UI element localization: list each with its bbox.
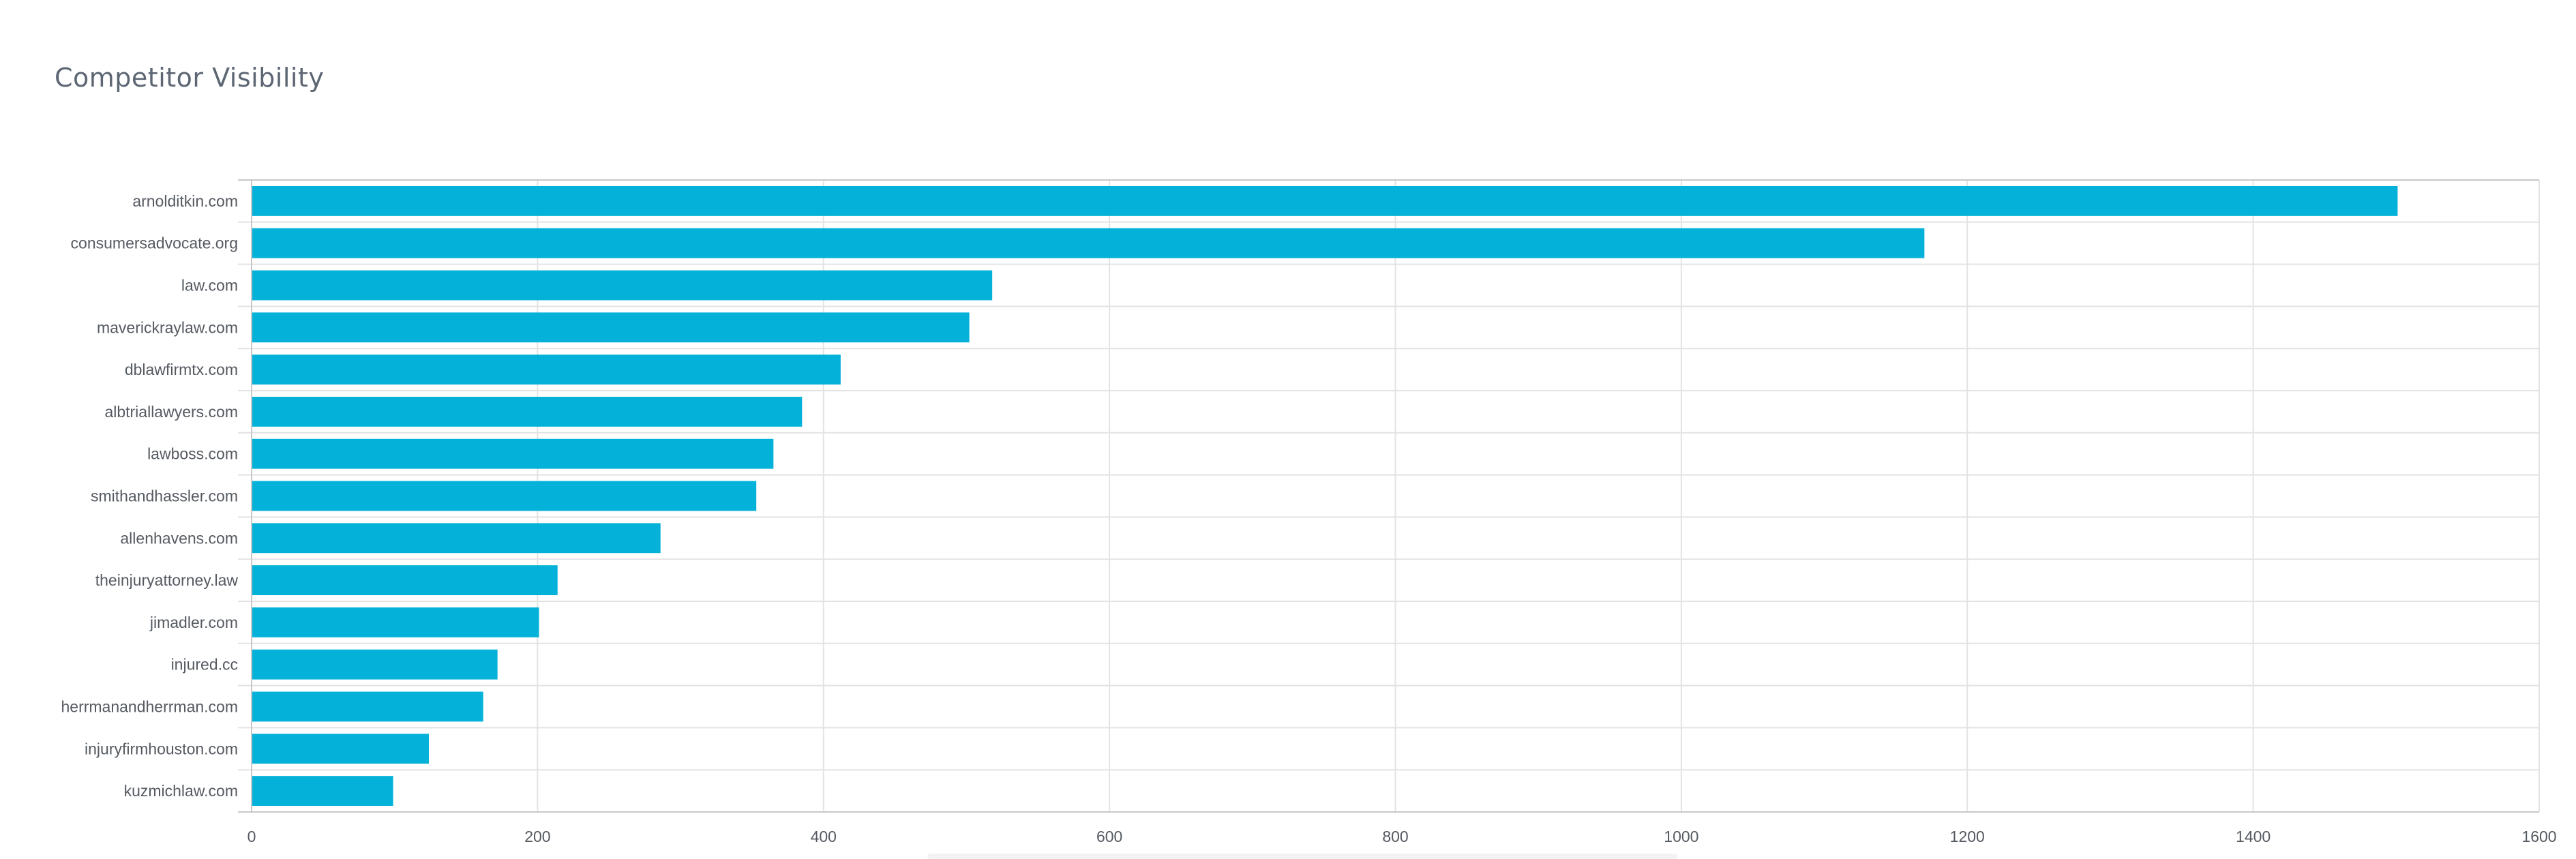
category-label: theinjuryattorney.law (95, 571, 239, 589)
bar (252, 649, 498, 680)
x-tick-label: 800 (1382, 828, 1408, 845)
x-tick-label: 400 (811, 828, 837, 845)
bar (252, 228, 1925, 258)
category-label: kuzmichlaw.com (124, 782, 238, 800)
category-label: injuryfirmhouston.com (85, 740, 238, 757)
category-label: dblawfirmtx.com (125, 361, 238, 378)
category-label: consumersadvocate.org (71, 235, 238, 252)
x-tick-label: 0 (248, 828, 256, 845)
category-label: herrmanandherrman.com (61, 698, 238, 716)
category-label: lawboss.com (147, 445, 238, 463)
bar (252, 734, 430, 764)
category-label: maverickraylaw.com (97, 318, 238, 336)
category-label: smithandhassler.com (91, 487, 238, 505)
bar (252, 270, 993, 301)
bar (252, 523, 661, 554)
bar (252, 776, 393, 807)
bar (252, 565, 558, 596)
x-tick-label: 1000 (1664, 828, 1698, 845)
category-label: injured.cc (171, 656, 238, 674)
x-tick-label: 1400 (2236, 828, 2271, 845)
bar (252, 438, 774, 469)
bar (252, 481, 757, 511)
bar (252, 607, 539, 637)
chart-title: Competitor Visibility (55, 63, 325, 93)
horizontal-scrollbar[interactable] (927, 854, 1677, 859)
x-tick-label: 1600 (2521, 828, 2556, 845)
bar (252, 396, 803, 427)
bar (252, 312, 970, 343)
bar (252, 185, 2398, 216)
category-label: law.com (181, 277, 238, 295)
x-tick-label: 1200 (1950, 828, 1985, 845)
category-label: jimadler.com (149, 614, 238, 631)
bar (252, 355, 841, 385)
category-label: albtriallawyers.com (104, 403, 238, 421)
x-tick-label: 200 (524, 828, 550, 845)
x-tick-label: 600 (1096, 828, 1122, 845)
category-label: arnolditkin.com (132, 192, 238, 210)
category-label: allenhavens.com (120, 529, 238, 547)
bar (252, 691, 483, 722)
